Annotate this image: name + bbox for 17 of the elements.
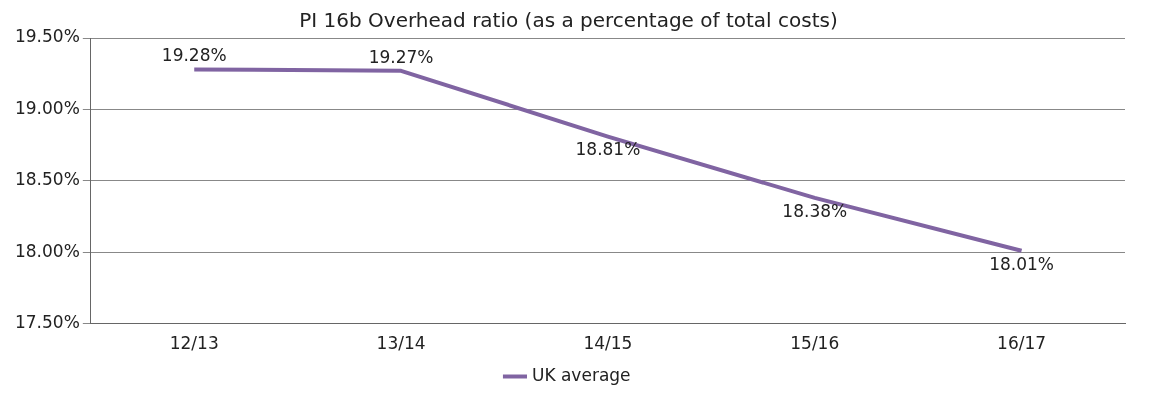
x-tick-label: 13/14 <box>376 333 426 354</box>
x-tick-label: 15/16 <box>790 333 840 354</box>
y-tick-label: 19.00% <box>14 97 80 118</box>
x-tick-label: 16/17 <box>997 333 1047 354</box>
data-label: 18.81% <box>575 139 641 160</box>
y-tick-label: 18.50% <box>14 169 80 190</box>
x-tick-label: 14/15 <box>583 333 633 354</box>
x-tick-label: 12/13 <box>169 333 219 354</box>
y-tick-label: 17.50% <box>14 312 80 333</box>
data-label: 19.28% <box>161 45 227 66</box>
data-label: 18.01% <box>989 253 1054 274</box>
data-label: 19.27% <box>368 46 434 67</box>
y-tick-label: 18.00% <box>14 240 80 261</box>
data-label: 18.38% <box>782 200 848 221</box>
legend-label: UK average <box>531 364 631 385</box>
y-tick-label: 19.50% <box>14 26 80 47</box>
chart-title: PI 16b Overhead ratio (as a percentage of total costs) <box>299 8 838 33</box>
